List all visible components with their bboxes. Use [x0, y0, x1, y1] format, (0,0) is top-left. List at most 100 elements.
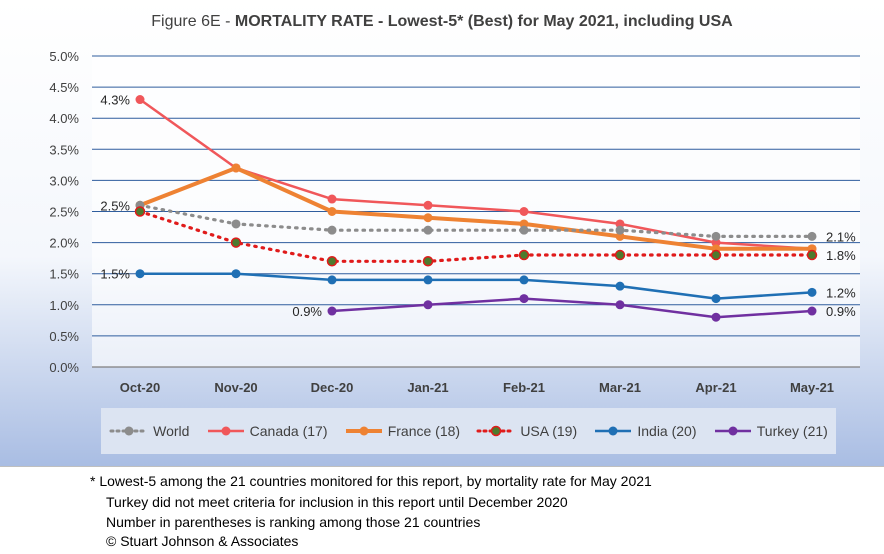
legend-marker-india: [595, 426, 632, 436]
data-point: [807, 287, 817, 297]
legend-label-canada: Canada (17): [249, 423, 328, 439]
legend-item-india: India (20): [593, 423, 697, 439]
legend-marker-canada: [207, 426, 244, 436]
series-line: [140, 272, 813, 300]
data-label: 0.9%: [826, 304, 856, 319]
y-tick-label: 1.0%: [49, 298, 79, 313]
data-point: [711, 238, 721, 248]
legend-marker-france: [345, 426, 382, 436]
chart-title-prefix: Figure 6E -: [151, 13, 235, 30]
data-point: [423, 300, 433, 310]
data-point: [326, 256, 338, 267]
legend-marker-world: [109, 426, 149, 436]
data-point: [134, 206, 146, 217]
footnote: * Lowest-5 among the 21 countries monito…: [0, 466, 884, 554]
data-point: [327, 194, 337, 204]
series-line: [139, 166, 812, 251]
chart-area: Figure 6E - MORTALITY RATE - Lowest-5* (…: [0, 0, 884, 466]
data-point: [711, 231, 721, 241]
data-point: [423, 225, 433, 235]
data-point: [230, 237, 242, 248]
data-point: [519, 294, 529, 304]
plot-svg: 0.0% 0.5% 1.0% 1.5% 2.0% 2.5% 3.0% 3.5% 4.0% 4.5%…: [49, 49, 860, 395]
data-point: [327, 306, 337, 316]
data-label: 4.3%: [100, 93, 130, 108]
data-point: [615, 225, 625, 235]
x-tick-label: Nov-20: [214, 380, 257, 395]
data-point: [423, 275, 433, 285]
legend-item-turkey: Turkey (21): [713, 423, 828, 439]
chart-title: Figure 6E - MORTALITY RATE - Lowest-5* (…: [0, 13, 884, 31]
x-tick-label: Apr-21: [695, 380, 736, 395]
legend-item-canada: Canada (17): [206, 423, 328, 439]
data-label: 1.5%: [100, 267, 130, 282]
legend-label-turkey: Turkey (21): [756, 423, 828, 439]
y-tick-label: 2.5%: [49, 205, 79, 220]
footnote-line-2: Turkey did not meet criteria for inclusi…: [106, 494, 568, 510]
data-point: [711, 312, 721, 322]
chart-title-main: MORTALITY RATE - Lowest-5* (Best) for Ma…: [234, 13, 733, 30]
legend-label-usa: USA (19): [520, 423, 578, 439]
x-tick-label: Dec-20: [311, 380, 354, 395]
data-point: [710, 249, 722, 261]
data-point: [231, 163, 241, 173]
data-point: [807, 306, 817, 316]
data-label: 0.9%: [292, 304, 322, 319]
x-tick-label: May-21: [790, 380, 834, 395]
data-point: [519, 225, 529, 235]
y-tick-label: 4.0%: [49, 111, 79, 126]
data-point: [615, 219, 625, 229]
legend-item-france: France (18): [344, 423, 460, 439]
series-line: [331, 297, 813, 319]
legend-marker-turkey: [714, 426, 751, 436]
footnote-line-3: Number in parentheses is ranking among t…: [106, 514, 481, 530]
data-point: [615, 281, 625, 291]
data-point: [231, 269, 241, 279]
x-tick-label: Jan-21: [407, 380, 448, 395]
x-tick-label: Mar-21: [599, 380, 641, 395]
footnote-line-4: © Stuart Johnson & Associates: [106, 533, 299, 549]
y-tick-label: 0.5%: [49, 329, 79, 344]
data-point: [518, 249, 530, 261]
x-tick-label: Feb-21: [503, 380, 545, 395]
legend-label-world: World: [153, 423, 190, 439]
data-point: [519, 275, 529, 285]
data-point: [422, 256, 434, 267]
data-label: 2.1%: [826, 229, 856, 244]
data-point: [327, 225, 337, 235]
legend-label-france: France (18): [387, 423, 461, 439]
data-point: [231, 219, 241, 229]
data-point: [327, 207, 337, 216]
legend: World Canada (17) France (18) USA (19): [101, 408, 836, 454]
data-point: [327, 275, 337, 285]
y-tick-label: 2.0%: [49, 236, 79, 251]
data-point: [614, 249, 626, 261]
y-tick-label: 0.0%: [49, 360, 79, 375]
data-point: [135, 269, 145, 279]
legend-item-world: World: [109, 423, 189, 439]
data-point: [135, 95, 145, 105]
y-tick-label: 5.0%: [49, 49, 79, 64]
footnote-line-1: * Lowest-5 among the 21 countries monito…: [90, 473, 652, 489]
legend-label-india: India (20): [637, 423, 697, 439]
data-point: [519, 219, 529, 229]
data-point: [806, 249, 818, 261]
legend-item-usa: USA (19): [476, 423, 577, 439]
data-label: 2.5%: [100, 198, 130, 213]
data-point: [711, 294, 721, 304]
y-tick-label: 3.0%: [49, 173, 79, 188]
y-tick-label: 1.5%: [49, 267, 79, 282]
data-point: [807, 231, 817, 241]
legend-marker-usa: [476, 425, 516, 437]
y-tick-label: 4.5%: [49, 80, 79, 95]
data-point: [519, 207, 529, 216]
series-line: [138, 203, 814, 238]
data-point: [615, 231, 625, 241]
data-point: [423, 213, 433, 223]
y-tick-label: 3.5%: [49, 142, 79, 157]
data-point: [423, 200, 433, 210]
data-point: [615, 300, 625, 310]
data-label: 1.2%: [826, 285, 856, 300]
data-label: 1.8%: [826, 248, 856, 263]
x-tick-label: Oct-20: [120, 380, 160, 395]
